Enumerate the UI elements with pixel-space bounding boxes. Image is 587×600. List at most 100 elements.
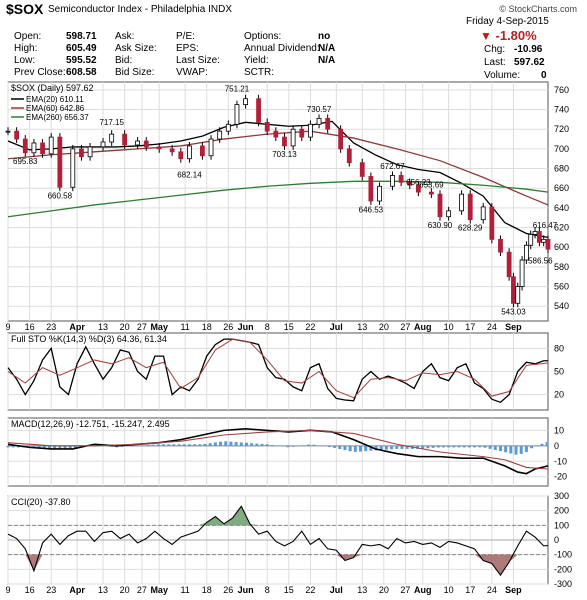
x-tick-label: Jun [238, 322, 254, 332]
macd-histogram-bar [400, 445, 404, 449]
x-tick-label: Sep [505, 585, 522, 595]
x-tick-label: 23 [46, 585, 56, 595]
macd-histogram-bar [447, 445, 451, 448]
price-annotation: 630.90 [428, 221, 453, 230]
legend-entry: EMA(60) 642.86 [26, 104, 85, 113]
price-candle [459, 193, 465, 212]
price-candle [208, 138, 214, 157]
x-tick-label: Apr [69, 322, 85, 332]
volume-label: Volume: [484, 70, 521, 81]
price-candle [428, 191, 434, 195]
y-tick-label: 50 [554, 367, 564, 377]
panel-frame [7, 417, 549, 487]
macd-histogram-bar [219, 441, 223, 446]
quote-field-label: Options: [244, 31, 282, 42]
price-candle [407, 181, 413, 186]
x-tick-label: Jul [330, 585, 343, 595]
quote-field-value: N/A [318, 55, 336, 66]
macd-histogram-bar [177, 444, 181, 446]
x-tick-label: 16 [25, 585, 35, 595]
x-tick-label: 26 [223, 322, 233, 332]
x-tick-label: 11 [180, 585, 189, 595]
macd-histogram-bar [416, 445, 420, 449]
watermark: © StockCharts.com [499, 4, 577, 14]
price-candle [290, 128, 296, 147]
price-candle [390, 175, 395, 187]
y-tick-label: 640 [554, 203, 569, 213]
price-candle [307, 123, 313, 138]
macd-histogram-bar [208, 443, 212, 446]
price-candle [398, 175, 404, 183]
panel-title: $SOX (Daily) 597.62 [11, 83, 94, 93]
x-tick-label: 27 [137, 585, 147, 595]
macd-histogram-bar [467, 445, 471, 448]
panel-frame [7, 81, 549, 322]
x-tick-label: 8 [265, 585, 270, 595]
macd-histogram-bar [421, 445, 425, 449]
y-tick-label: -200 [554, 564, 572, 574]
macd-histogram-bar [276, 445, 280, 447]
y-tick-label: 700 [554, 144, 569, 154]
y-tick-label: 680 [554, 164, 569, 174]
price-candle [70, 148, 76, 188]
y-tick-label: 580 [554, 262, 569, 272]
macd-histogram-bar [462, 445, 466, 448]
macd-histogram-bar [58, 445, 62, 449]
panel-title: Full STO %K(14,3) %D(3) 64.36, 61.34 [11, 334, 167, 344]
x-tick-label: 15 [284, 585, 294, 595]
x-tick-label: 16 [25, 322, 35, 332]
price-candle [338, 128, 344, 150]
ema-line [7, 180, 549, 218]
x-tick-label: 22 [305, 585, 315, 595]
quote-field-label: High: [14, 43, 38, 54]
price-candle [368, 176, 374, 202]
price-candle [446, 210, 452, 218]
x-tick-label: Jun [238, 585, 254, 595]
x-tick-label: 24 [487, 322, 497, 332]
change-pct: ▼ -1.80% [480, 28, 537, 43]
price-candle [87, 146, 93, 158]
x-tick-label: 27 [400, 322, 410, 332]
price-annotation: 628.29 [458, 223, 483, 232]
macd-histogram-bar [379, 445, 383, 451]
quote-field-value: 605.49 [66, 43, 97, 54]
x-tick-label: 20 [379, 585, 389, 595]
price-candle [109, 133, 115, 143]
macd-histogram-bar [452, 445, 456, 448]
x-tick-label: 27 [137, 322, 147, 332]
x-tick-label: 15 [284, 322, 294, 332]
quote-date: Friday 4-Sep-2015 [466, 16, 549, 27]
y-tick-label: 540 [554, 301, 569, 311]
price-candle [156, 146, 162, 150]
price-candle [377, 185, 382, 202]
macd-line [7, 429, 549, 470]
macd-histogram-bar [327, 445, 331, 447]
price-candle [467, 193, 473, 221]
price-candle [135, 140, 141, 146]
macd-histogram-bar [63, 445, 67, 449]
price-annotation: 730.57 [307, 105, 332, 114]
macd-histogram-bar [535, 445, 539, 446]
price-candle [346, 148, 352, 164]
price-candle [511, 276, 516, 304]
x-tick-label: 9 [5, 322, 10, 332]
x-tick-label: 20 [120, 322, 130, 332]
quote-field-label: P/E: [176, 31, 195, 42]
x-tick-label: 13 [357, 585, 367, 595]
price-annotation: 703.13 [272, 150, 297, 159]
y-tick-label: 10 [554, 425, 564, 435]
y-tick-label: 200 [554, 506, 569, 516]
macd-histogram-bar [473, 445, 477, 448]
macd-histogram-bar [296, 445, 300, 447]
macd-histogram-bar [384, 445, 388, 450]
price-candle [480, 206, 486, 221]
quote-field-label: Prev Close: [14, 67, 66, 78]
macd-histogram-bar [16, 445, 20, 448]
macd-histogram-bar [270, 445, 274, 446]
price-annotation: 682.14 [177, 170, 202, 179]
index-name: Semiconductor Index - Philadelphia INDX [48, 4, 232, 15]
macd-histogram-bar [478, 445, 482, 448]
quote-field-label: Bid Size: [115, 67, 155, 78]
price-candle [316, 117, 322, 125]
